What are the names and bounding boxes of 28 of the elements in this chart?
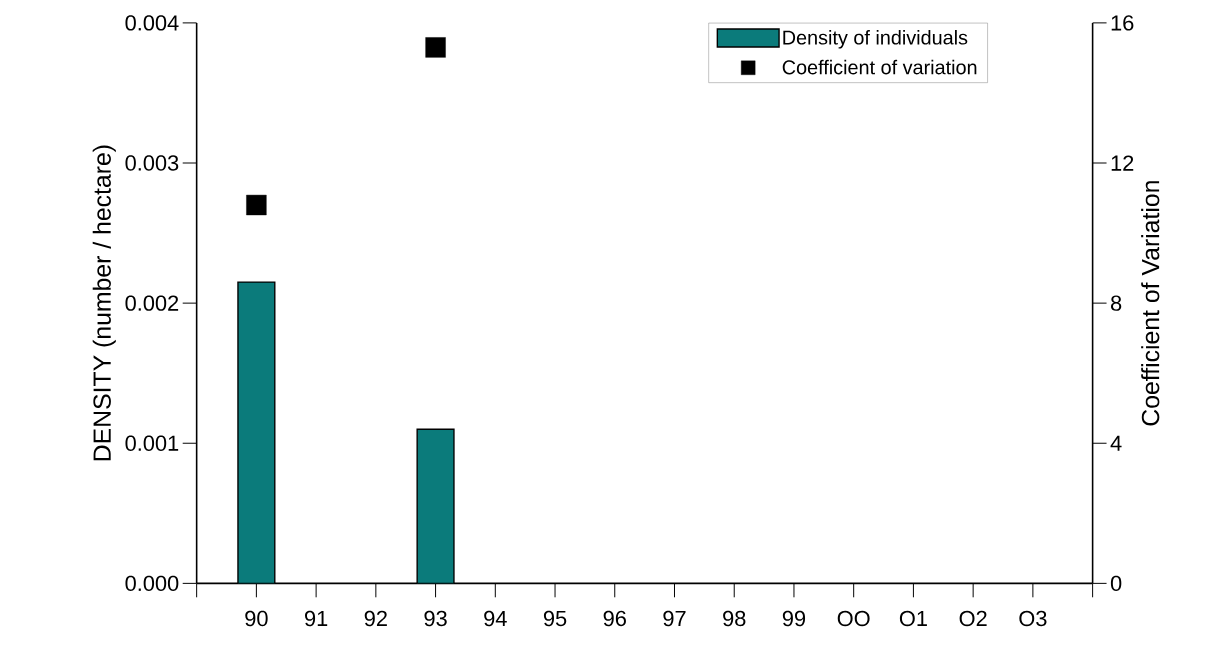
x-tick-label: O2 [959, 610, 987, 627]
x-tick-label: 93 [424, 610, 447, 627]
y2-tick-label: 0 [1110, 575, 1122, 592]
x-tick-label: 95 [543, 610, 567, 627]
legend-label: Density of individuals [783, 30, 968, 49]
y-tick-label: 0.003 [125, 155, 179, 171]
x-tick-label: 96 [603, 610, 626, 627]
y2-tick-label: 8 [1111, 295, 1122, 311]
y-tick-label: 0.004 [125, 15, 179, 31]
x-tick-label: 99 [782, 610, 806, 627]
y2-tick-label: 4 [1110, 435, 1122, 451]
y-axis-title: DENSITY (number / hectare) [92, 145, 116, 461]
y-tick-label: 0.001 [125, 435, 179, 451]
legend-label: Coefficient of variation [782, 59, 977, 75]
x-tick-label: OO [837, 610, 870, 627]
y2-tick-label: 12 [1111, 155, 1134, 171]
y-tick-label: 0.002 [125, 295, 179, 311]
x-tick-label: 91 [305, 610, 328, 627]
x-tick-label: 90 [245, 610, 268, 627]
y2-axis-title: Coefficient of Variation [1141, 181, 1160, 426]
x-tick-label: O3 [1019, 610, 1047, 627]
x-tick-label: 98 [723, 610, 746, 627]
x-tick-label: 94 [484, 610, 507, 627]
x-tick-label: O1 [899, 610, 927, 627]
x-tick-label: 97 [663, 610, 686, 627]
y2-tick-label: 16 [1111, 15, 1134, 31]
x-tick-label: 92 [364, 610, 387, 627]
y-tick-label: 0.000 [125, 575, 179, 592]
